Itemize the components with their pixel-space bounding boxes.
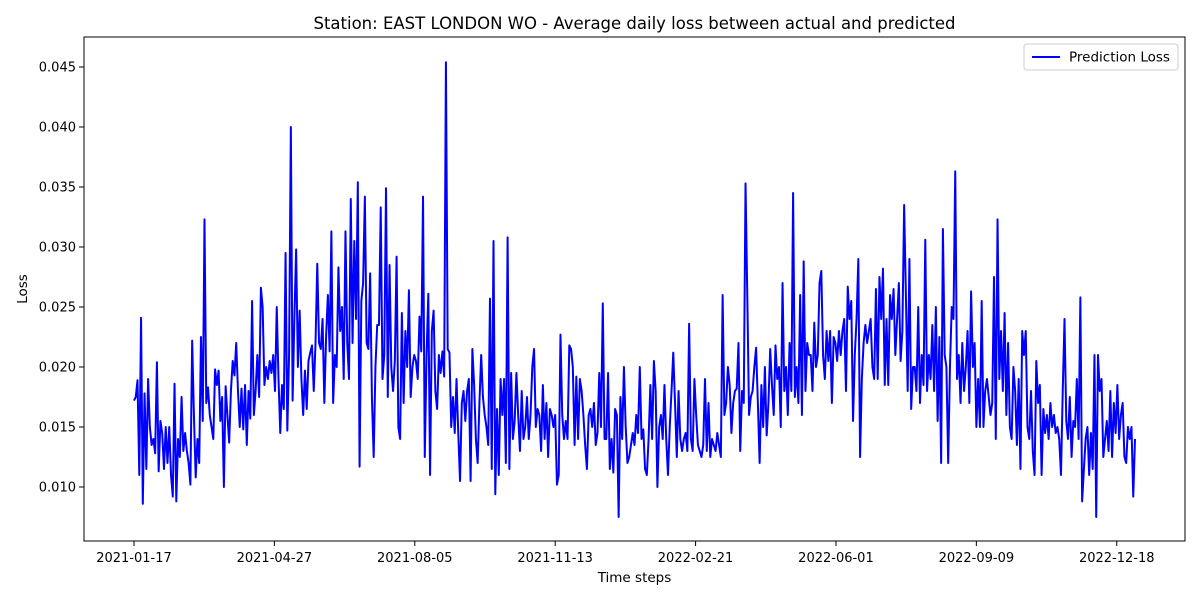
x-axis-label: Time steps <box>597 570 672 586</box>
legend: Prediction Loss <box>1023 43 1179 71</box>
y-tick-label-6: 0.040 <box>39 121 76 136</box>
x-tick-label-0: 2021-01-17 <box>96 551 172 566</box>
y-tick-label-0: 0.010 <box>39 481 76 496</box>
y-tick-label-2: 0.020 <box>39 361 76 376</box>
x-tick-label-1: 2021-04-27 <box>237 551 313 566</box>
legend-box <box>1023 43 1179 71</box>
y-tick-label-4: 0.030 <box>39 241 76 256</box>
axes-frame <box>83 36 1186 542</box>
x-axis: 2021-01-17 2021-04-27 2021-08-05 2021-11-13… <box>96 541 1155 566</box>
y-tick-label-3: 0.025 <box>39 301 76 316</box>
x-tick-label-3: 2021-11-13 <box>517 551 593 566</box>
y-axis-label: Loss <box>15 274 31 304</box>
y-tick-label-5: 0.035 <box>39 181 76 196</box>
x-tick-label-5: 2022-06-01 <box>798 551 874 566</box>
x-tick-label-2: 2021-08-05 <box>377 551 453 566</box>
x-tick-label-6: 2022-09-09 <box>939 551 1015 566</box>
x-tick-label-7: 2022-12-18 <box>1079 551 1155 566</box>
y-axis: 0.010 0.015 0.020 0.025 0.030 0.035 0.040 0.045 <box>39 61 84 496</box>
x-tick-label-4: 2022-02-21 <box>658 551 734 566</box>
y-tick-label-7: 0.045 <box>39 61 76 76</box>
plot-area <box>133 61 1136 518</box>
legend-label: Prediction Loss <box>1069 50 1170 66</box>
series-line-0 <box>133 61 1136 518</box>
y-tick-label-1: 0.015 <box>39 421 76 436</box>
chart-title: Station: EAST LONDON WO - Average daily … <box>313 14 955 33</box>
